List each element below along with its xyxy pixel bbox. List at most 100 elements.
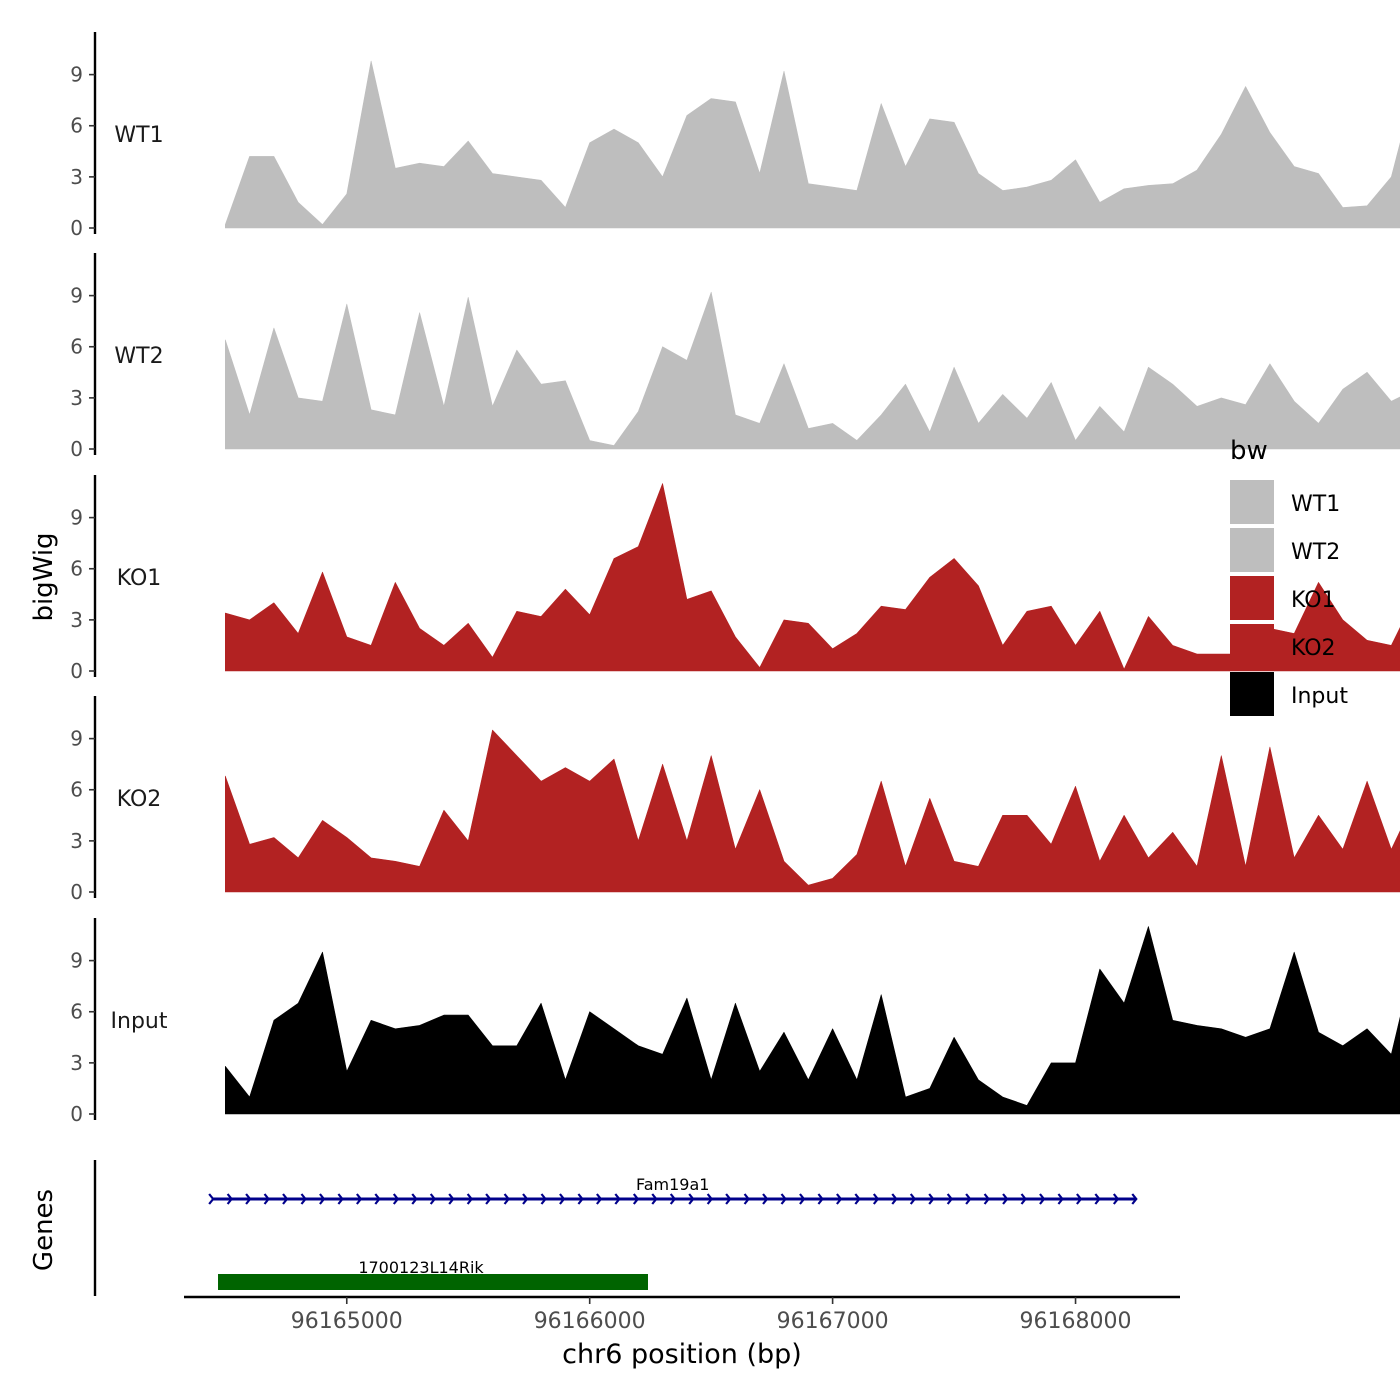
track-ko2: 0 3 6 9 KO2	[70, 696, 1400, 904]
y-tick-label-ko2-3: 3	[70, 829, 83, 853]
track-label-wt1: WT1	[114, 123, 163, 148]
y-tick-label-wt1-6: 6	[70, 114, 83, 138]
track-wt2: 0 3 6 9 WT2	[70, 253, 1400, 461]
gene-strand-arrow	[651, 1193, 658, 1205]
y-tick-label-ko1-0: 0	[70, 659, 83, 683]
gene-strand-arrow	[1112, 1193, 1120, 1205]
gene-strand-arrow	[688, 1193, 695, 1205]
x-tick-label-96168000: 96168000	[1020, 1309, 1132, 1334]
gene-strand-arrow	[725, 1193, 732, 1205]
gene-strand-arrow	[1039, 1193, 1046, 1205]
gene-strand-arrow	[706, 1193, 714, 1205]
gene-strand-arrow	[1020, 1193, 1027, 1205]
gene-strand-arrow	[392, 1193, 400, 1205]
legend-swatch-input	[1230, 672, 1274, 716]
gene-strand-arrow	[928, 1193, 935, 1205]
gene-strand-arrow	[983, 1193, 990, 1205]
area-input	[225, 926, 1400, 1115]
gene-strand-arrow	[503, 1193, 510, 1205]
y-axis-title-bigwig: bigWig	[29, 532, 59, 621]
gene-strand-arrow	[559, 1193, 566, 1205]
x-tick-label-96165000: 96165000	[291, 1309, 403, 1334]
y-tick-label-input-0: 0	[70, 1102, 83, 1126]
gene-strand-arrow	[263, 1193, 270, 1205]
x-axis: 96165000 96166000 96167000 96168000	[184, 1295, 1180, 1334]
gene-strand-arrow	[208, 1193, 215, 1205]
legend-label-ko1: KO1	[1291, 588, 1336, 613]
gene-strand-arrow	[319, 1193, 326, 1205]
y-tick-label-input-6: 6	[70, 1000, 83, 1024]
y-tick-label-ko2-9: 9	[70, 727, 83, 751]
gene-strand-arrow	[485, 1193, 492, 1205]
legend-label-wt1: WT1	[1291, 492, 1340, 517]
gene-strand-arrow	[355, 1193, 363, 1205]
gene-strand-arrow	[669, 1193, 677, 1205]
legend-label-input: Input	[1291, 684, 1348, 709]
track-label-wt2: WT2	[114, 344, 163, 369]
x-tick-label-96166000: 96166000	[534, 1309, 646, 1334]
gene-strand-arrow	[946, 1193, 954, 1205]
gene-strand-arrow	[522, 1193, 529, 1205]
gene-strand-arrow	[891, 1193, 898, 1205]
gene-label-1700123l14rik: 1700123L14Rik	[358, 1258, 484, 1277]
gene-strand-arrow	[374, 1193, 381, 1205]
signal-tracks: 0 3 6 9 WT1 0 3 6 9 WT2 0 3 6 9 KO1 0 3 6 9 KO2 0 3 6 9 Input	[70, 32, 1400, 1126]
gene-strand-arrow	[245, 1193, 252, 1205]
gene-strand-arrow	[226, 1193, 234, 1205]
area-wt1	[225, 60, 1400, 229]
gene-strand-arrow	[429, 1193, 437, 1205]
gene-strand-arrow	[282, 1193, 289, 1205]
gene-strand-arrow	[1076, 1193, 1083, 1205]
gene-strand-arrow	[596, 1193, 603, 1205]
gene-strand-arrow	[1057, 1193, 1064, 1205]
y-tick-label-wt2-6: 6	[70, 335, 83, 359]
gene-strand-arrow	[337, 1193, 344, 1205]
gene-strand-arrow	[854, 1193, 861, 1205]
gene-label-fam19a1: Fam19a1	[636, 1175, 709, 1194]
gene-strand-arrow	[1131, 1193, 1138, 1205]
gene-bar-1700123l14rik	[218, 1274, 648, 1290]
gene-strand-arrow	[836, 1193, 843, 1205]
y-tick-label-wt1-3: 3	[70, 165, 83, 189]
legend-swatch-ko1	[1230, 576, 1274, 620]
track-ko1: 0 3 6 9 KO1	[70, 475, 1400, 683]
gene-strand-arrow	[743, 1193, 750, 1205]
y-axis-title-genes: Genes	[29, 1189, 59, 1271]
y-tick-label-wt1-0: 0	[70, 216, 83, 240]
legend-label-wt2: WT2	[1291, 540, 1340, 565]
y-tick-label-wt2-0: 0	[70, 437, 83, 461]
x-tick-label-96167000: 96167000	[777, 1309, 889, 1334]
area-ko2	[225, 729, 1400, 893]
track-input: 0 3 6 9 Input	[70, 918, 1400, 1126]
y-tick-label-wt2-3: 3	[70, 386, 83, 410]
legend-swatch-ko2	[1230, 624, 1274, 668]
gene-strand-arrow	[300, 1193, 307, 1205]
track-label-ko1: KO1	[117, 566, 162, 591]
legend-label-ko2: KO2	[1291, 636, 1336, 661]
gene-strand-arrow	[614, 1193, 621, 1205]
legend-title: bw	[1230, 436, 1268, 466]
x-axis-title: chr6 position (bp)	[562, 1339, 802, 1370]
gene-strand-arrow	[1094, 1193, 1101, 1205]
y-tick-label-wt1-9: 9	[70, 63, 83, 87]
gene-strand-arrow	[448, 1193, 455, 1205]
gene-strand-arrow	[1002, 1193, 1009, 1205]
gene-strand-arrow	[799, 1193, 806, 1205]
gene-strand-arrow	[965, 1193, 972, 1205]
gene-strand-arrow	[762, 1193, 769, 1205]
area-wt2	[225, 291, 1400, 450]
track-label-input: Input	[111, 1009, 168, 1034]
y-tick-label-wt2-9: 9	[70, 284, 83, 308]
gene-annotation-panel: Fam19a1 1700123L14Rik	[93, 1160, 1138, 1296]
gene-strand-arrow	[577, 1193, 584, 1205]
y-tick-label-ko2-0: 0	[70, 880, 83, 904]
gene-strand-arrow	[411, 1193, 418, 1205]
area-ko1	[225, 483, 1400, 672]
legend-swatch-wt1	[1230, 480, 1274, 524]
track-label-ko2: KO2	[117, 787, 162, 812]
y-tick-label-input-9: 9	[70, 949, 83, 973]
gene-strand-arrow	[909, 1193, 917, 1205]
gene-strand-arrow	[817, 1193, 824, 1205]
gene-strand-arrow	[632, 1193, 640, 1205]
